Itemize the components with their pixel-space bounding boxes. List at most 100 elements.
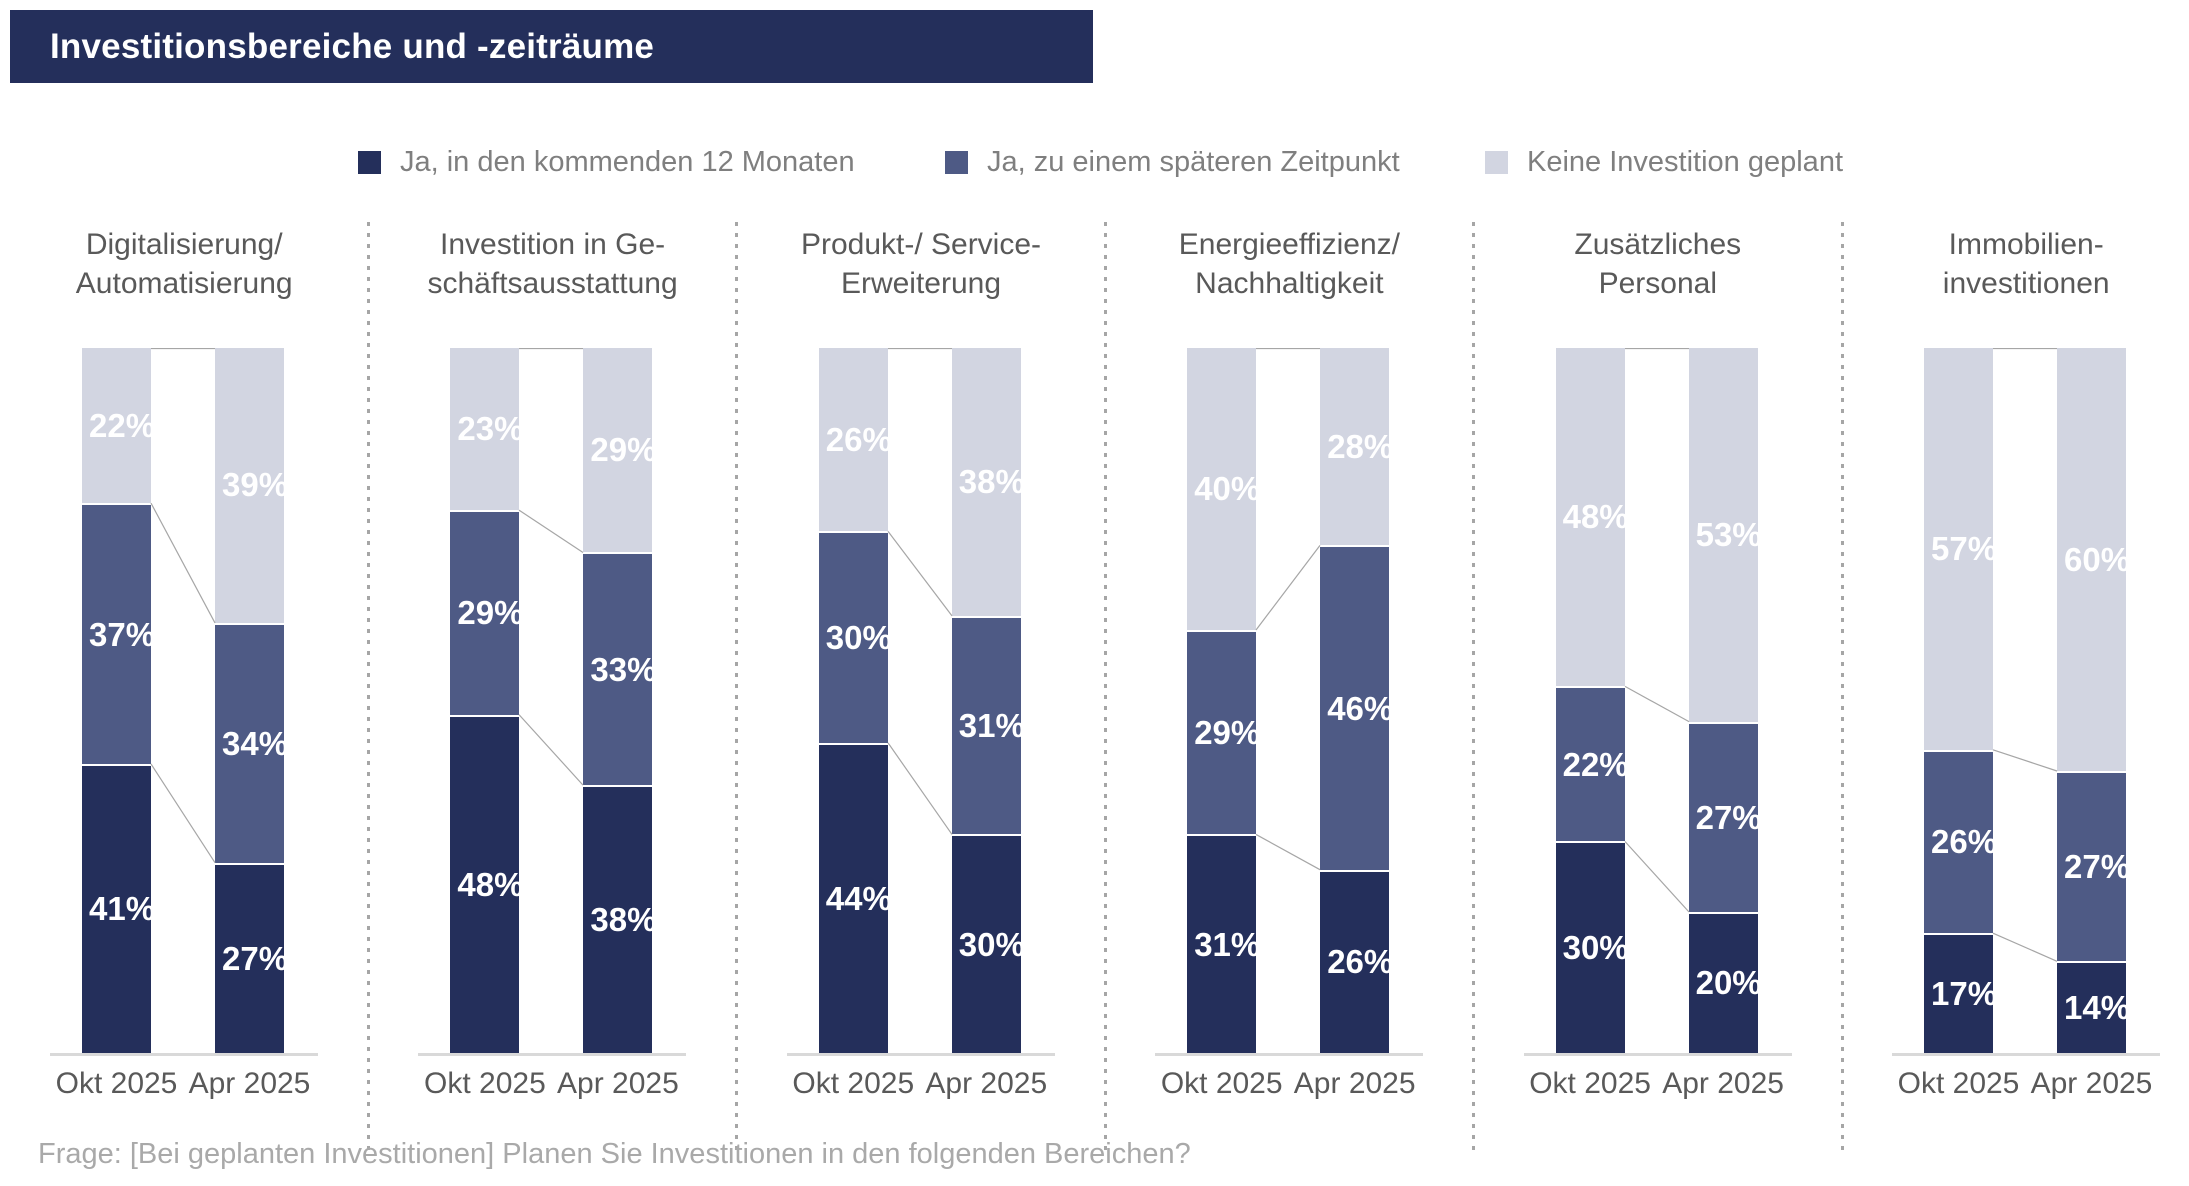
connector-line [887, 742, 953, 835]
page-title: Investitionsbereiche und -zeiträume [50, 26, 655, 66]
bar-segment-value: 27% [1695, 798, 1762, 836]
bar-segment-value: 29% [590, 431, 657, 469]
group-title: Produkt-/ Service- Erweiterung [737, 225, 1105, 303]
x-axis-line [1892, 1053, 2160, 1056]
series-connector-lines [150, 348, 216, 863]
group-title: Investition in Ge-schäftsausstattung [368, 225, 736, 303]
chart-group: Energieeffizienz/Nachhaltigkeit 40% 29% 31%… [1105, 225, 1473, 1155]
x-axis-line [1155, 1053, 1424, 1056]
group-title-line: schäftsausstattung [427, 267, 678, 300]
bar-segment-value: 33% [590, 650, 657, 688]
bar-segment-value: 30% [825, 619, 892, 657]
bar-segment: 38% [583, 785, 656, 1053]
bar-segment: 39% [215, 348, 288, 623]
bar-segment-value: 29% [457, 594, 524, 632]
bar-segment-value: 17% [1931, 975, 1998, 1013]
group-title: Immobilien-investitionen [1842, 225, 2189, 303]
bar-segment: 60% [2057, 348, 2130, 771]
bar-segment-value: 14% [2064, 989, 2131, 1027]
bar-segment-value: 53% [1695, 515, 1762, 553]
stacked-bar: 28% 46% 26% [1320, 348, 1393, 1053]
connector-line [150, 502, 216, 624]
legend-swatch-icon [1485, 150, 1508, 174]
group-title-line: Zusätzliches [1574, 228, 1742, 261]
connector-line [1992, 749, 2058, 772]
x-axis-label: Apr 2025 [2030, 1067, 2153, 1100]
group-title: Energieeffizienz/Nachhaltigkeit [1105, 225, 1473, 303]
connector-line [1255, 833, 1321, 871]
bar-segment-value: 46% [1327, 689, 1394, 727]
bar-segment-value: 22% [89, 406, 156, 444]
series-connector-lines [518, 348, 584, 786]
group-separator [1103, 222, 1107, 1150]
chart-group: Investition in Ge-schäftsausstattung 23% 2… [368, 225, 736, 1155]
legend-swatch-icon [358, 150, 381, 174]
bar-segment-value: 20% [1695, 964, 1762, 1002]
bar-segment: 14% [2057, 961, 2130, 1053]
bar-segment-value: 28% [1327, 427, 1394, 465]
bar-segment-value: 30% [958, 925, 1025, 963]
bar-segment: 27% [2057, 771, 2130, 962]
stacked-bar: 57% 26% 17% [1924, 348, 1997, 1053]
group-title-line: investitionen [1942, 267, 2110, 300]
series-connector-lines [887, 348, 953, 835]
stacked-bar: 22% 37% 41% [82, 348, 155, 1053]
legend-label: Ja, zu einem späteren Zeitpunkt [987, 145, 1400, 178]
group-separator [1840, 222, 1844, 1150]
x-axis-label: Apr 2025 [557, 1067, 679, 1100]
group-title-line: Investition in Ge- [440, 228, 666, 261]
footnote: Frage: [Bei geplanten Investitionen] Pla… [38, 1138, 1191, 1170]
x-axis-line [1523, 1053, 1792, 1056]
bar-segment: 31% [951, 615, 1025, 835]
bar-segment-value: 30% [1562, 929, 1629, 967]
stacked-bar: 48% 22% 30% [1555, 348, 1629, 1053]
legend-item: Keine Investition geplant [1485, 144, 1843, 180]
series-connector-lines [1255, 348, 1321, 871]
connector-line [1992, 932, 2058, 962]
group-title-line: Digitalisierung/ [85, 228, 283, 261]
bars-area: 22% 37% 41% 39% 34% 27% [0, 348, 368, 1053]
bar-segment: 22% [1555, 686, 1629, 842]
bar-segment-value: 31% [1194, 925, 1261, 963]
bar-segment: 27% [215, 862, 288, 1053]
connector-line [518, 714, 584, 786]
bar-segment: 38% [951, 348, 1025, 616]
bar-segment-value: 26% [1931, 823, 1998, 861]
bar-segment: 57% [1924, 348, 1997, 750]
connector-line [1624, 685, 1689, 723]
chart-group: Immobilien-investitionen 57% 26% 17% 60% 27% 1… [1842, 225, 2189, 1155]
bar-segment: 37% [82, 503, 155, 764]
bars-area: 26% 30% 44% 38% 31% 30% [737, 348, 1105, 1053]
bar-segment-value: 27% [222, 939, 289, 977]
x-axis-label: Okt 2025 [792, 1067, 915, 1100]
x-axis-line [786, 1053, 1055, 1056]
group-title: Digitalisierung/Automatisierung [0, 225, 368, 303]
bar-segment: 41% [82, 763, 155, 1053]
bar-segment-value: 48% [1562, 498, 1629, 536]
bar-segment: 33% [583, 552, 656, 786]
legend-label: Ja, in den kommenden 12 Monaten [400, 145, 855, 178]
series-connector-lines [1992, 348, 2058, 962]
bar-segment: 44% [818, 742, 892, 1053]
bar-segment-value: 44% [825, 879, 892, 917]
x-axis-label: Okt 2025 [55, 1067, 178, 1100]
bars-area: 40% 29% 31% 28% 46% 26% [1105, 348, 1473, 1053]
x-axis-line [418, 1053, 687, 1056]
bar-segment-value: 34% [222, 724, 289, 762]
connector-line [887, 530, 953, 617]
group-title-line: Nachhaltigkeit [1195, 267, 1384, 300]
x-axis-label: Okt 2025 [1897, 1067, 2020, 1100]
group-separator [1472, 222, 1476, 1150]
stacked-bar: 23% 29% 48% [450, 348, 523, 1053]
bar-segment: 27% [1688, 721, 1762, 912]
bar-segment: 31% [1187, 834, 1260, 1053]
bar-segment-value: 41% [89, 890, 156, 928]
bar-segment: 20% [1688, 911, 1762, 1053]
stacked-bar: 53% 27% 20% [1688, 348, 1762, 1053]
bar-segment: 23% [450, 348, 523, 511]
bar-segment: 53% [1688, 348, 1762, 722]
stacked-bar: 29% 33% 38% [583, 348, 656, 1053]
bar-segment: 26% [818, 348, 892, 532]
bar-segment: 17% [1924, 933, 1997, 1053]
bar-segment: 34% [215, 622, 288, 863]
